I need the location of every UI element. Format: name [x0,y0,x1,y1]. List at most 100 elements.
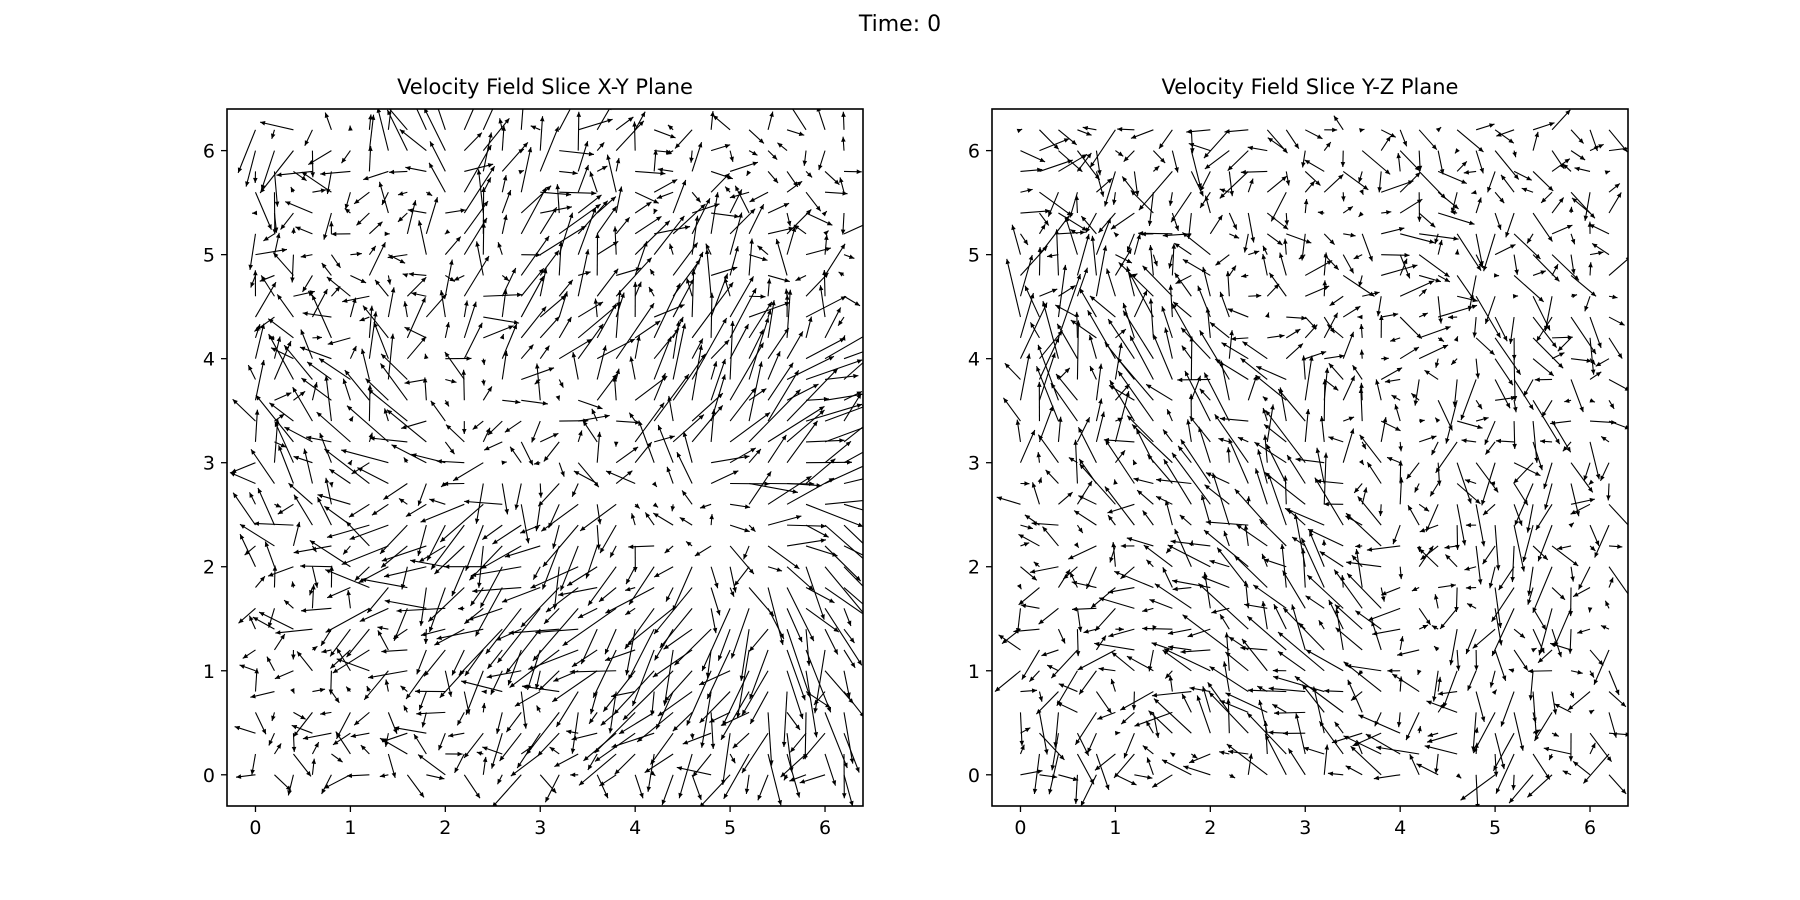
yz-plane-arrow [1189,415,1211,443]
xy-plane-arrowhead [536,705,541,711]
xy-plane-arrowhead [818,285,824,291]
yz-plane-arrowhead [1491,689,1497,695]
yz-plane-arrowhead [1153,698,1160,704]
yz-plane-arrowhead [1172,586,1178,592]
yz-plane-arrowhead [1433,594,1439,600]
xy-plane-arrowhead [448,732,454,738]
xy-plane-arrowhead [712,361,718,367]
yz-plane-arrowhead [1167,409,1172,415]
xy-plane-arrow [748,329,764,359]
yz-plane-arrowhead [1204,372,1209,379]
xy-plane-arrowhead [664,548,670,554]
xy-plane-arrow [520,187,547,235]
xy-plane-arrowhead [290,186,296,193]
xy-plane-arrowhead [721,734,726,740]
yz-plane-arrowhead [1005,258,1011,265]
xy-plane-arrowhead [802,160,808,166]
yz-plane-arrowhead [1358,177,1363,183]
xy-plane-arrowhead [638,120,644,127]
xy-plane-arrow [672,353,706,401]
yz-plane-arrowhead [1229,330,1234,336]
xy-plane-arrow [577,200,609,235]
xy-plane-arrowhead [530,583,536,589]
yz-plane-arrowhead [1430,490,1435,497]
xy-plane-arrowhead [793,564,800,569]
yz-plane-arrowhead [1021,674,1027,680]
xy-plane-arrowhead [723,277,729,284]
yz-plane-arrow [1532,566,1553,614]
xy-plane-arrow [481,545,522,570]
yz-plane-arrowhead [1396,721,1402,728]
yz-plane-arrow [1077,649,1116,671]
yz-plane-arrowhead [1333,264,1339,270]
xy-plane-arrowhead [326,276,333,282]
xy-plane-arrowhead [346,686,352,692]
xy-plane-arrowhead [476,751,483,756]
yz-plane-arrowhead [1416,763,1422,769]
xy-plane-arrowhead [272,565,278,571]
xy-plane-arrow [293,712,313,738]
yz-plane-arrow [1226,743,1268,776]
xy-plane-arrowhead [698,414,704,420]
yz-plane-arrowhead [1247,145,1254,151]
yz-plane-arrowhead [1405,272,1411,279]
yz-plane-arrow [1316,447,1325,484]
yz-plane-arrowhead [1515,369,1521,375]
yz-plane-arrowhead [1454,148,1460,154]
xy-plane-arrowhead [783,203,790,208]
xy-plane-arrowhead [346,773,353,778]
xy-plane-arrowhead [757,245,763,251]
xy-plane-arrow [368,311,377,359]
xy-plane-arrowhead [400,584,406,590]
xy-plane-arrow [301,377,332,401]
xy-plane-arrowhead [466,356,472,361]
yz-plane-arrowhead [1073,542,1079,548]
yz-plane-arrowhead [1390,132,1396,138]
xy-plane-arrowhead [841,136,846,142]
yz-plane-arrow [1554,608,1572,647]
xy-plane-arrowhead [257,487,263,494]
yz-plane-arrowhead [1349,428,1355,434]
yz-plane-arrowhead [1518,520,1523,526]
xy-plane-arrow [437,109,446,130]
yz-plane-arrowhead [1226,744,1233,749]
xy-plane-arrowhead [391,444,397,450]
xy-plane-arrow [653,304,685,318]
yz-plane-arrow [1491,608,1515,657]
xy-plane-arrowhead [302,735,309,741]
yz-plane-arrowhead [1424,744,1431,750]
yz-plane-arrowhead [1171,303,1177,309]
yz-plane-title: Velocity Field Slice Y-Z Plane [1162,75,1459,99]
xy-plane-arrow [464,649,484,677]
yz-plane-arrowhead [1609,403,1615,409]
yz-plane-arrowhead [1137,490,1143,496]
yz-plane-arrowhead [1076,274,1081,280]
xy-plane-arrowhead [721,374,726,380]
xy-plane-arrowhead [254,668,259,674]
xy-plane-arrowhead [381,242,386,248]
yz-plane-arrowhead [1087,747,1092,754]
xy-plane-arrowhead [515,399,521,405]
yz-plane-arrowhead [1154,165,1160,172]
yz-plane-arrowhead [1590,369,1596,375]
xy-plane-arrow [802,732,826,760]
yz-plane-arrowhead [1488,582,1494,589]
xy-plane-arrowhead [439,692,445,698]
xy-plane-arrowhead [451,378,457,384]
yz-plane-arrow [1435,441,1458,474]
yz-plane-arrowhead [1519,633,1525,639]
xy-plane-arrow [345,521,370,547]
xy-plane-arrowhead [449,259,454,265]
xy-plane-arrowhead [392,728,398,734]
xy-plane-arrow [579,503,617,532]
yz-plane-arrowhead [1542,554,1548,560]
yz-plane-arrow [1314,477,1344,526]
yz-plane-arrowhead [1406,734,1411,741]
xy-plane-arrowhead [737,189,742,195]
xy-plane-arrowhead [632,121,637,127]
xy-plane-arrowhead [700,742,705,748]
yz-plane-arrowhead [1397,651,1403,657]
yz-plane-arrowhead [1427,732,1434,738]
xy-plane-arrowhead [681,323,687,329]
yz-plane-arrowhead [1033,561,1040,567]
